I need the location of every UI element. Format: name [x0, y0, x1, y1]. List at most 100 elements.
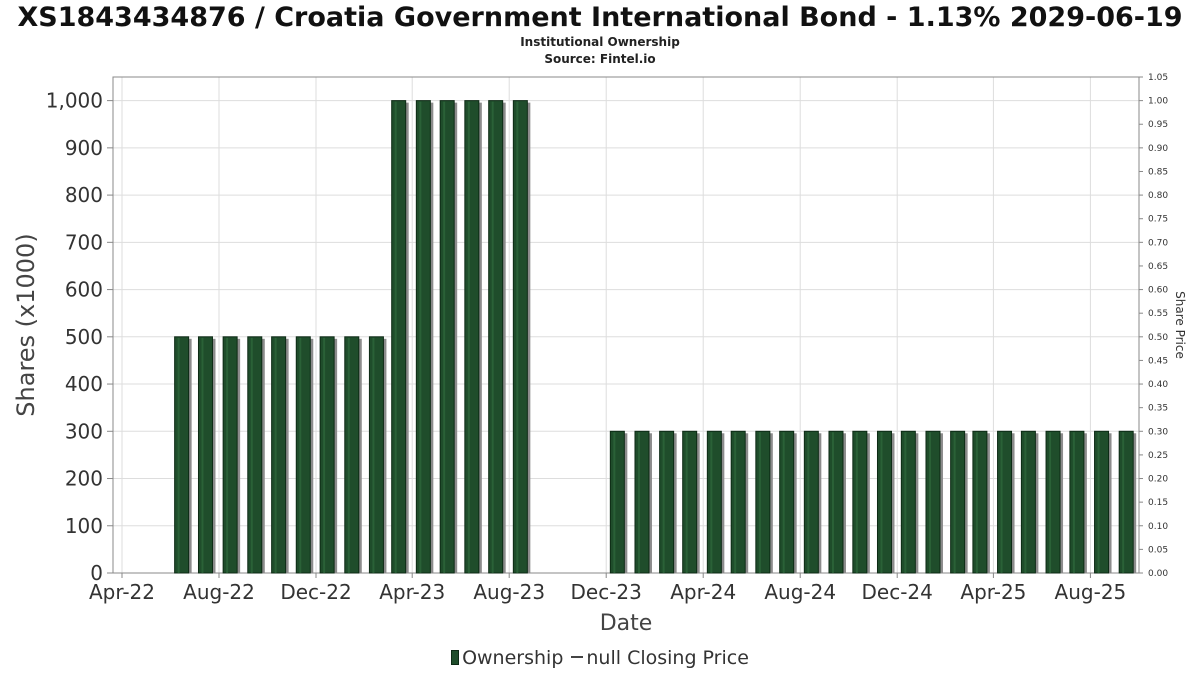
x-tick-label: Apr-22 [89, 580, 155, 604]
bar-highlight [613, 432, 616, 573]
ownership-bar [900, 430, 916, 574]
ownership-bar [222, 336, 238, 574]
x-axis-label: Date [600, 611, 653, 636]
y2-tick-label: 0.15 [1148, 498, 1168, 508]
ownership-bar [1118, 430, 1134, 574]
ownership-bar [730, 430, 746, 574]
y2-tick-label: 0.05 [1148, 545, 1168, 555]
bar-highlight [250, 337, 253, 573]
y2-tick-label: 0.25 [1148, 451, 1168, 461]
ownership-bar [344, 336, 360, 574]
ownership-bar [972, 430, 988, 574]
ownership-bar [950, 430, 966, 574]
y-axis-label: Shares (x1000) [12, 233, 40, 416]
y-tick-label: 600 [65, 278, 103, 302]
legend-ownership[interactable]: Ownership [451, 647, 563, 669]
y-axis-ticks: 0 100 200 300 400 500 600 700 800 900 1,000 [46, 89, 113, 585]
y2-axis-label: Share Price [1173, 291, 1187, 359]
y-tick-label: 300 [65, 419, 103, 443]
bar-highlight [323, 337, 326, 573]
bar-highlight [904, 432, 907, 573]
ownership-bar [391, 100, 407, 574]
x-tick-label: Aug-23 [473, 580, 545, 604]
y2-tick-label: 0.95 [1148, 120, 1168, 130]
y2-tick-label: 0.00 [1148, 569, 1168, 579]
ownership-bar [706, 430, 722, 574]
bar-highlight [394, 101, 397, 573]
grid [113, 77, 1139, 574]
x-tick-label: Apr-24 [670, 580, 736, 604]
bar-highlight [880, 432, 883, 573]
y-tick-label: 1,000 [46, 89, 103, 113]
ownership-bar [779, 430, 795, 574]
y2-tick-label: 0.55 [1148, 309, 1168, 319]
x-tick-label: Dec-23 [571, 580, 642, 604]
ownership-bar [488, 100, 504, 574]
legend-price[interactable]: null Closing Price [567, 647, 749, 669]
ownership-bar [634, 430, 650, 574]
ownership-bar [439, 100, 455, 574]
bar-highlight [443, 101, 446, 573]
bar-highlight [758, 432, 761, 573]
bar-highlight [226, 337, 229, 573]
y-tick-label: 400 [65, 372, 103, 396]
x-tick-label: Apr-23 [379, 580, 445, 604]
bar-highlight [1000, 432, 1003, 573]
y-tick-label: 100 [65, 514, 103, 538]
bar-highlight [372, 337, 375, 573]
bar-highlight [662, 432, 665, 573]
bar-highlight [347, 337, 350, 573]
ownership-bar [271, 336, 287, 574]
bar-highlight [467, 101, 470, 573]
bar-highlight [975, 432, 978, 573]
bar-highlight [831, 432, 834, 573]
y2-tick-label: 0.60 [1148, 286, 1168, 296]
y2-tick-label: 0.35 [1148, 404, 1168, 414]
chart-title: XS1843434876 / Croatia Government Intern… [17, 2, 1183, 33]
y2-tick-label: 0.65 [1148, 262, 1168, 272]
bar-highlight [855, 432, 858, 573]
bar-highlight [782, 432, 785, 573]
ownership-bar [659, 430, 675, 574]
bar-highlight [1072, 432, 1075, 573]
y2-tick-label: 1.05 [1148, 73, 1168, 83]
ownership-bar [415, 100, 431, 574]
legend-price-label: null Closing Price [586, 647, 749, 669]
y2-tick-label: 0.45 [1148, 356, 1168, 366]
bar-highlight [201, 337, 204, 573]
y-tick-label: 200 [65, 467, 103, 491]
y2-tick-label: 0.20 [1148, 475, 1168, 485]
bar-highlight [1122, 432, 1125, 573]
bar-highlight [177, 337, 180, 573]
bar-highlight [1097, 432, 1100, 573]
ownership-bar [368, 336, 384, 574]
x-axis-ticks: Apr-22 Aug-22 Dec-22 Apr-23 Aug-23 Dec-23 Apr-… [89, 573, 1126, 604]
bar-highlight [1049, 432, 1052, 573]
ownership-bar [197, 336, 213, 574]
ownership-bar [852, 430, 868, 574]
y2-tick-label: 0.75 [1148, 215, 1168, 225]
bar-highlight [637, 432, 640, 573]
ownership-bar [997, 430, 1013, 574]
y2-tick-label: 0.90 [1148, 144, 1168, 154]
ownership-bar [755, 430, 771, 574]
y-tick-label: 500 [65, 325, 103, 349]
y2-axis-ticks: 0.00 0.05 0.10 0.15 0.20 0.25 0.30 0.35 0.40 0.45… [1139, 73, 1168, 579]
bar-highlight [928, 432, 931, 573]
ownership-bar [876, 430, 892, 574]
ownership-bar [512, 100, 528, 574]
ownership-bar [925, 430, 941, 574]
chart-source: Source: Fintel.io [544, 52, 656, 66]
x-tick-label: Aug-22 [183, 580, 255, 604]
ownership-bar [1020, 430, 1036, 574]
y-tick-label: 700 [65, 230, 103, 254]
y2-tick-label: 0.10 [1148, 522, 1168, 532]
x-tick-label: Aug-24 [764, 580, 836, 604]
y2-tick-label: 0.85 [1148, 167, 1168, 177]
x-tick-label: Dec-22 [280, 580, 351, 604]
bar-highlight [516, 101, 519, 573]
bar-highlight [685, 432, 688, 573]
ownership-bars [174, 100, 1137, 574]
y-tick-label: 900 [65, 136, 103, 160]
